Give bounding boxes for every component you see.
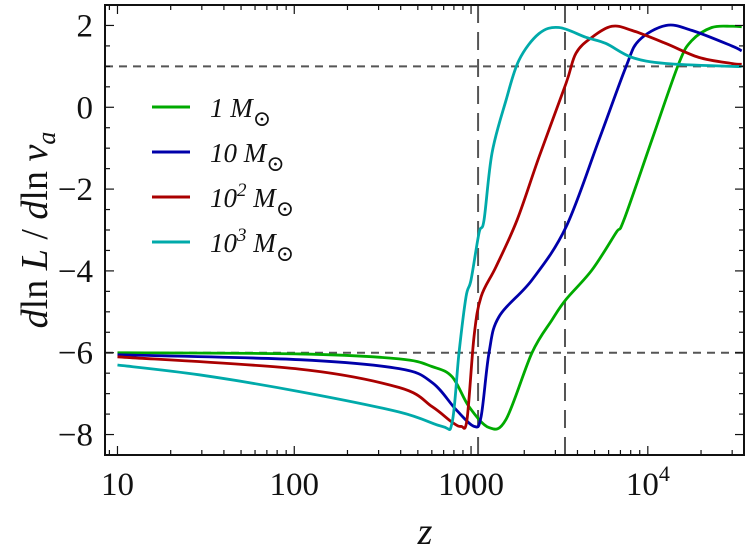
y-label-part: ln: [14, 162, 56, 201]
y-tick-label: −4: [58, 254, 93, 290]
legend: 1 M⊙ 10 M⊙ 102 M⊙103 M⊙: [152, 93, 294, 266]
y-tick-label: −8: [58, 418, 93, 454]
sun-symbol: ⊙: [276, 241, 294, 266]
legend-label: 10 M⊙: [210, 138, 285, 176]
legend-exponent: 3: [236, 225, 247, 246]
series-lines: [117, 23, 743, 431]
legend-exponent: 2: [237, 180, 247, 201]
x-tick-label: 1000: [438, 467, 504, 503]
sun-symbol: ⊙: [253, 106, 271, 131]
y-label-part: d: [14, 200, 56, 220]
x-tick-exponent: 4: [659, 461, 670, 486]
tick-labels: 10 100 1000 104 2 0 −2 −4 −6 −8: [58, 8, 670, 503]
sun-symbol: ⊙: [276, 196, 294, 221]
y-label-part: ln: [14, 270, 56, 309]
series-line: [117, 24, 742, 430]
x-tick-label: 104: [626, 461, 670, 503]
plot-frame: [104, 4, 745, 456]
y-axis-label: dln L / dln va: [14, 132, 61, 329]
legend-text-part: [247, 183, 254, 213]
series-line: [117, 24, 742, 431]
y-label-subscript: a: [32, 132, 61, 145]
y-tick-label: 2: [77, 8, 94, 44]
x-axis-label: z: [417, 511, 433, 553]
reference-lines: [105, 5, 744, 455]
legend-label: 103 M⊙: [210, 225, 294, 266]
y-label-part: L: [14, 249, 56, 271]
legend-text-part: [247, 228, 254, 258]
series-line: [117, 23, 743, 429]
y-tick-label: −6: [58, 336, 93, 372]
y-tick-label: −2: [58, 172, 93, 208]
series-line: [117, 25, 743, 431]
x-tick-label: 100: [270, 467, 320, 503]
y-label-part: d: [14, 308, 56, 328]
y-label-part: /: [14, 220, 56, 250]
sun-symbol: ⊙: [266, 151, 284, 176]
axis-ticks: [105, 4, 744, 456]
x-tick-label: 10: [101, 467, 134, 503]
legend-label: 102 M⊙: [210, 180, 294, 221]
y-label-part: v: [14, 145, 56, 162]
y-tick-label: 0: [77, 90, 94, 126]
legend-label: 1 M⊙: [210, 93, 271, 131]
